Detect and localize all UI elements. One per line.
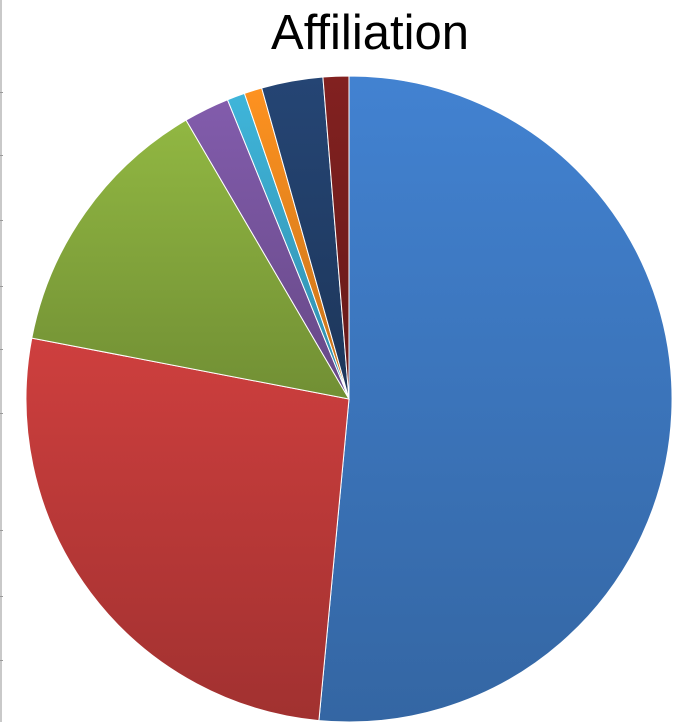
pie-slice-1 [318, 75, 673, 722]
left-tick-mark [0, 660, 3, 661]
left-tick-mark [0, 92, 3, 93]
pie-slice-3 [31, 119, 350, 400]
left-tick-mark [0, 413, 3, 414]
pie-slices [25, 75, 673, 722]
left-tick-mark [0, 286, 3, 287]
chart-title: Affiliation [271, 6, 469, 60]
left-tick-mark [0, 530, 3, 531]
left-tick-mark [0, 596, 3, 597]
left-border-rule [0, 0, 2, 722]
left-tick-mark [0, 220, 3, 221]
left-tick-mark [0, 155, 3, 156]
pie-slice-8 [322, 75, 350, 400]
pie-slice-2 [25, 337, 350, 722]
left-tick-mark [0, 349, 3, 350]
